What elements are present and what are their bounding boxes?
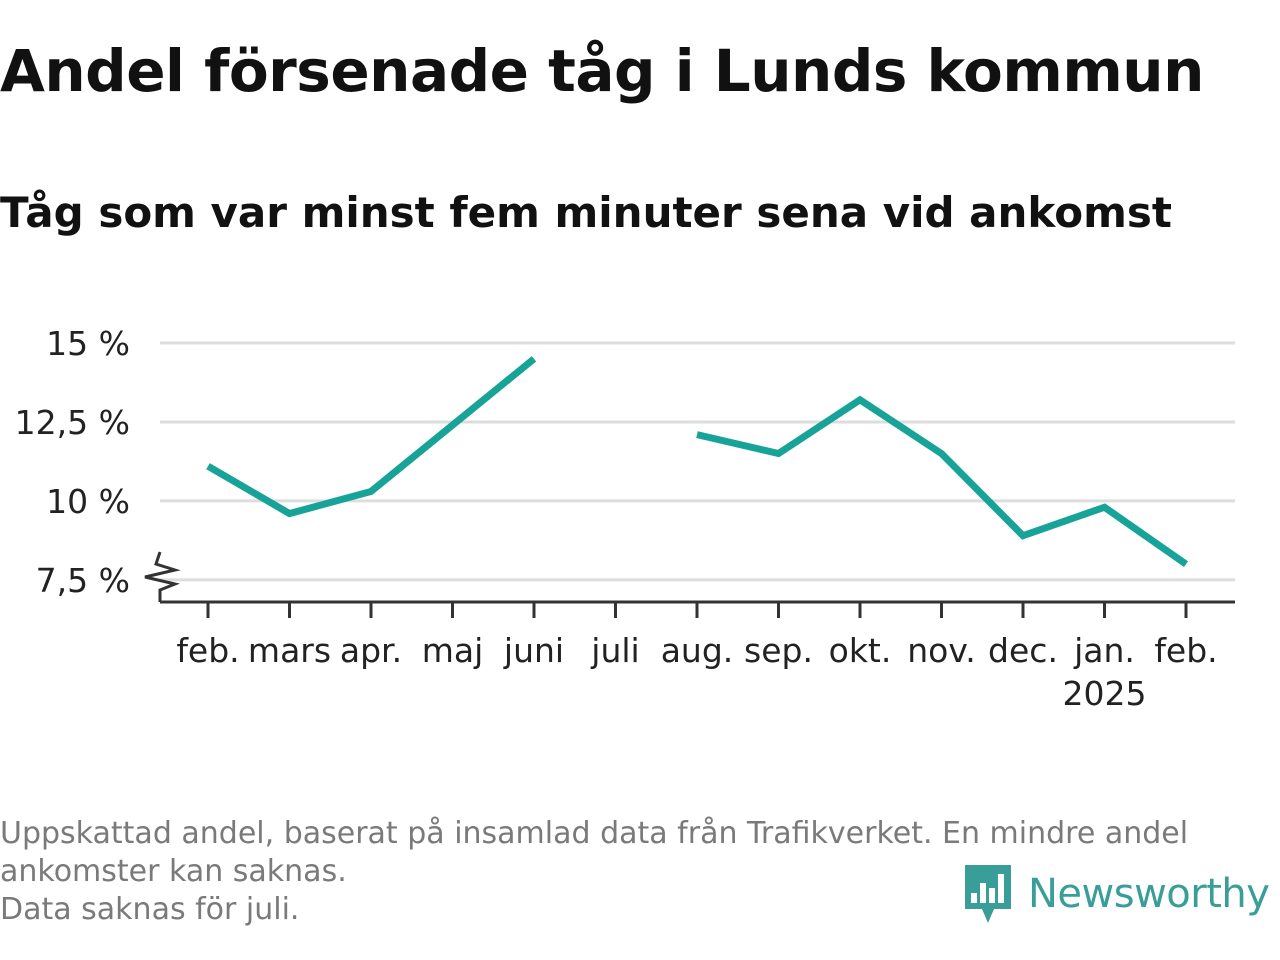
footnote-line: Uppskattad andel, baserat på insamlad da…	[0, 816, 1189, 851]
x-tick-label: apr.	[340, 631, 402, 670]
x-year-label: 2025	[1063, 674, 1147, 713]
series-line	[206, 356, 537, 518]
data-lines	[206, 356, 1189, 567]
chart-subtitle: Tåg som var minst fem minuter sena vid a…	[0, 188, 1172, 237]
y-axis-break-icon	[144, 551, 181, 602]
x-tick-label: okt.	[829, 631, 892, 670]
footnote-line: ankomster kan saknas.	[0, 854, 347, 889]
newsworthy-logo: Newsworthy	[962, 862, 1270, 926]
x-axis-labels: feb. mars apr. maj juni juli aug. sep. okt. nov. d…	[176, 631, 1217, 713]
newsworthy-bar-chart-icon	[965, 865, 1011, 923]
x-tick-label: sep.	[744, 631, 813, 670]
x-tick-label: feb.	[1154, 631, 1217, 670]
x-tick-label: juli	[590, 631, 639, 670]
x-tick-label: juni	[503, 631, 564, 670]
x-axis	[144, 551, 1235, 618]
x-tick-label: mars	[248, 631, 331, 670]
x-tick-label: aug.	[661, 631, 734, 670]
x-tick-label: nov.	[907, 631, 976, 670]
footnote: Uppskattad andel, baserat på insamlad da…	[0, 815, 1270, 929]
x-tick-label: jan.	[1073, 631, 1135, 670]
line-chart: 7,5 %10 %12,5 %15 % feb. mars apr. maj juni j…	[15, 324, 1235, 713]
x-tick-label: dec.	[988, 631, 1058, 670]
y-tick-label: 15 %	[46, 324, 130, 363]
logo-text: Newsworthy	[1028, 871, 1270, 917]
y-tick-label: 7,5 %	[36, 561, 130, 600]
x-tick-label: feb.	[176, 631, 239, 670]
y-tick-label: 10 %	[46, 482, 130, 521]
gridlines	[160, 341, 1235, 582]
y-axis-labels: 7,5 % 10 % 12,5 % 15 %	[15, 324, 130, 600]
chart-title: Andel försenade tåg i Lunds kommun	[0, 37, 1204, 105]
footnote-line: Data saknas för juli.	[0, 892, 300, 927]
series-line	[696, 395, 1189, 567]
y-tick-label: 12,5 %	[15, 403, 130, 442]
x-tick-label: maj	[422, 631, 484, 670]
